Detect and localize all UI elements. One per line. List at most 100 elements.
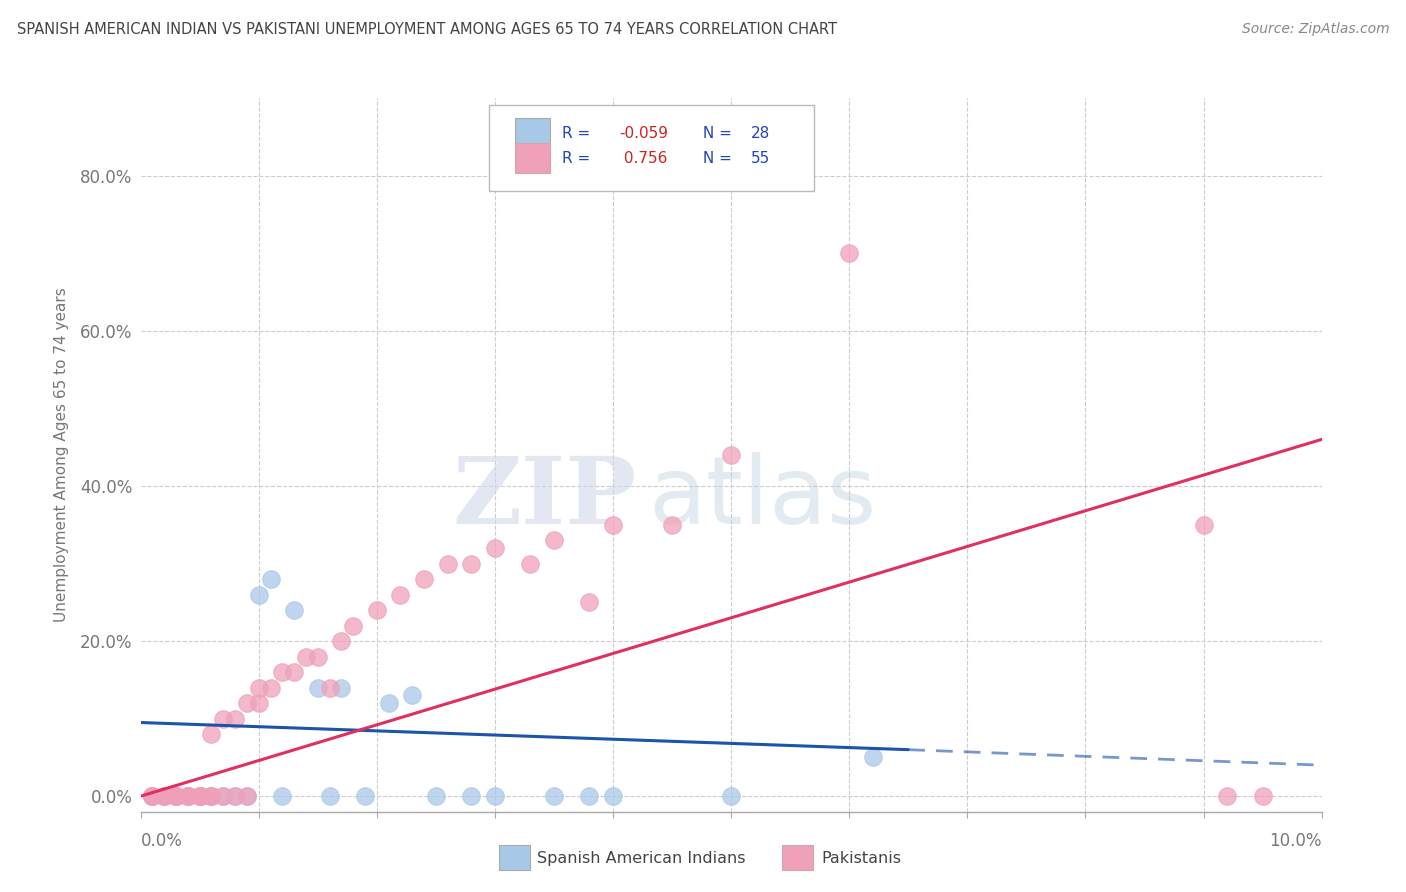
Point [200, 789, 222, 804]
Text: Spanish American Indians: Spanish American Indians [537, 851, 745, 865]
Point [236, 789, 259, 804]
Point [177, 789, 200, 804]
Point [838, 246, 860, 260]
Point [200, 789, 222, 804]
Point [377, 696, 399, 710]
Point [141, 789, 163, 804]
Point [212, 789, 235, 804]
Point [177, 789, 200, 804]
Text: 0.756: 0.756 [619, 151, 668, 166]
Point [165, 789, 187, 804]
Point [602, 789, 624, 804]
Point [200, 727, 222, 741]
Point [401, 689, 423, 703]
Point [543, 789, 565, 804]
Point [247, 696, 270, 710]
Point [436, 557, 458, 571]
Text: SPANISH AMERICAN INDIAN VS PAKISTANI UNEMPLOYMENT AMONG AGES 65 TO 74 YEARS CORR: SPANISH AMERICAN INDIAN VS PAKISTANI UNE… [17, 22, 837, 37]
Point [307, 649, 329, 664]
Point [389, 588, 412, 602]
Point [177, 789, 200, 804]
Point [247, 588, 270, 602]
Point [720, 448, 742, 462]
Point [661, 517, 683, 532]
Point [307, 681, 329, 695]
Text: 0.0%: 0.0% [141, 831, 183, 849]
FancyBboxPatch shape [489, 105, 814, 191]
Point [153, 789, 176, 804]
Point [188, 789, 211, 804]
Point [153, 789, 176, 804]
Point [318, 789, 340, 804]
Point [295, 649, 318, 664]
Point [224, 712, 246, 726]
Point [460, 789, 482, 804]
Point [342, 618, 364, 632]
Text: ZIP: ZIP [453, 453, 637, 542]
Point [484, 789, 506, 804]
Point [354, 789, 377, 804]
Point [1216, 789, 1239, 804]
Text: R =: R = [562, 126, 595, 141]
Point [259, 681, 281, 695]
Text: 55: 55 [751, 151, 770, 166]
Point [283, 603, 305, 617]
Text: atlas: atlas [648, 451, 877, 544]
FancyBboxPatch shape [515, 143, 550, 173]
Text: -0.059: -0.059 [619, 126, 668, 141]
Point [212, 789, 235, 804]
Text: 28: 28 [751, 126, 770, 141]
Y-axis label: Unemployment Among Ages 65 to 74 years: Unemployment Among Ages 65 to 74 years [53, 287, 69, 623]
Point [188, 789, 211, 804]
Point [212, 712, 235, 726]
Point [330, 634, 353, 648]
Point [519, 557, 541, 571]
Point [141, 789, 163, 804]
Point [141, 789, 163, 804]
Point [224, 789, 246, 804]
Point [425, 789, 447, 804]
Point [165, 789, 187, 804]
Point [484, 541, 506, 555]
Point [177, 789, 200, 804]
Point [165, 789, 187, 804]
Point [165, 789, 187, 804]
Point [236, 789, 259, 804]
Point [578, 595, 600, 609]
Point [177, 789, 200, 804]
Point [259, 572, 281, 586]
Point [413, 572, 436, 586]
Text: 10.0%: 10.0% [1270, 831, 1322, 849]
Point [1192, 517, 1215, 532]
Point [224, 789, 246, 804]
Point [200, 789, 222, 804]
Text: Source: ZipAtlas.com: Source: ZipAtlas.com [1241, 22, 1389, 37]
Point [188, 789, 211, 804]
Text: Pakistanis: Pakistanis [821, 851, 901, 865]
Point [271, 789, 294, 804]
Point [578, 789, 600, 804]
Point [862, 750, 884, 764]
Point [720, 789, 742, 804]
Point [200, 789, 222, 804]
Point [153, 789, 176, 804]
Point [165, 789, 187, 804]
Point [188, 789, 211, 804]
Text: N =: N = [697, 151, 737, 166]
Point [236, 696, 259, 710]
Point [1251, 789, 1274, 804]
Point [153, 789, 176, 804]
Point [318, 681, 340, 695]
Point [330, 681, 353, 695]
Text: N =: N = [697, 126, 737, 141]
Point [188, 789, 211, 804]
Point [602, 517, 624, 532]
Point [165, 789, 187, 804]
Point [141, 789, 163, 804]
Text: R =: R = [562, 151, 595, 166]
Point [271, 665, 294, 679]
Point [247, 681, 270, 695]
Point [188, 789, 211, 804]
Point [543, 533, 565, 548]
FancyBboxPatch shape [515, 118, 550, 148]
